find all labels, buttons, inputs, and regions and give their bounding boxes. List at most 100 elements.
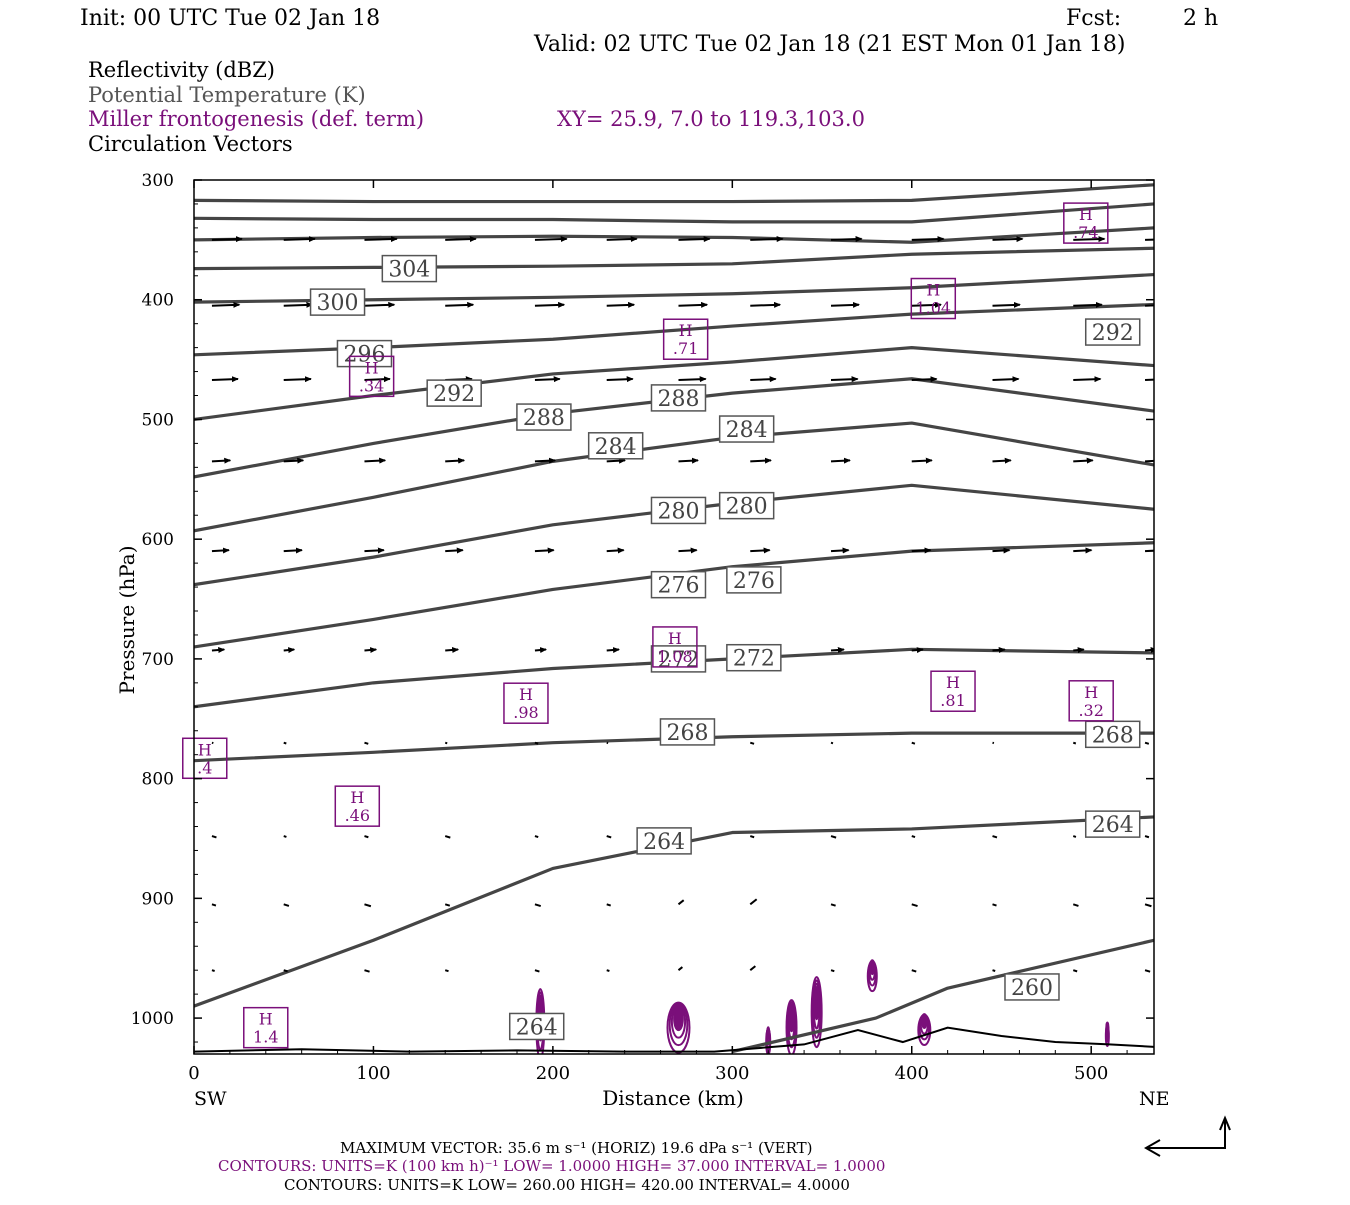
circulation-vector [212,379,238,380]
theta-contour-line [194,248,1154,268]
circulation-vector [831,379,858,380]
circulation-vector [750,379,775,380]
theta-label: 264 [510,1013,564,1040]
circulation-vector [607,305,634,306]
circulation-vector [535,650,546,651]
fronto-max-h: H [519,685,533,704]
fronto-max-marker: H1.08 [653,627,697,667]
circulation-vector [678,967,682,970]
circulation-vector [364,550,383,551]
circulation-vector [993,550,1010,551]
circulation-vector [912,836,915,837]
fronto-max-marker: H.46 [335,786,379,826]
circulation-vector [912,650,923,651]
circulation-vector [212,836,217,837]
circulation-vector [212,904,216,905]
theta-label: 276 [727,567,781,594]
circulation-vector [993,305,1020,306]
circulation-vector [364,836,368,837]
circulation-vector [364,650,376,651]
circulation-vector [750,550,769,551]
theta-label-text: 304 [388,258,430,283]
circulation-vector [364,460,385,461]
circulation-vector [993,904,997,905]
fronto-max-value: .81 [940,691,965,710]
theta-label-text: 292 [1092,321,1134,346]
circulation-vector [284,460,304,461]
fronto-max-value: .34 [359,376,384,395]
fronto-max-h: H [198,740,212,759]
circulation-vector [678,239,709,240]
xy-endpoints: XY= 25.9, 7.0 to 119.3,103.0 [557,107,865,131]
theta-label: 288 [651,385,705,412]
circulation-vector [678,305,707,306]
fronto-max-value: 1.4 [253,1028,278,1047]
theta-label: 288 [517,404,571,431]
theta-label: 272 [727,645,781,672]
fronto-max-h: H [1084,683,1098,702]
circulation-vector [1145,650,1157,651]
circulation-vector [831,743,833,744]
circulation-vector [212,460,230,461]
fronto-contour-blob [870,960,874,974]
circulation-vector [284,743,287,744]
circulation-vector [912,904,918,906]
fronto-max-h: H [668,629,682,648]
fronto-contour-blob [815,987,819,1019]
circulation-vector [607,836,612,837]
circulation-vector [445,904,450,905]
circulation-vector [607,550,624,551]
circulation-vector [993,239,1023,240]
theta-label-text: 288 [657,387,699,412]
x-tick-label: 100 [356,1063,390,1084]
circulation-vector [678,550,696,551]
circulation-vector [212,970,215,971]
circulation-vector [212,239,242,240]
theta-label: 264 [637,828,691,855]
circulation-vector [445,650,458,651]
circulation-vector [445,239,476,240]
circulation-vector [445,550,463,551]
circulation-vector [212,650,224,651]
circulation-vector [1145,305,1175,306]
circulation-vector [284,379,311,380]
x-axis-right-label: NE [1139,1088,1170,1110]
y-tick-label: 900 [142,889,174,909]
fronto-max-value: 1.08 [657,647,693,666]
x-tick-label: 400 [895,1063,929,1084]
circulation-vector [607,239,637,240]
circulation-vector [1145,460,1166,461]
fronto-max-value: .32 [1078,701,1103,720]
fronto-max-value: .74 [1073,223,1098,242]
circulation-vector [912,460,932,461]
y-tick-label: 300 [142,171,174,191]
circulation-vector [1145,970,1150,972]
x-axis-left-label: SW [194,1088,227,1110]
theta-label-text: 268 [666,721,708,746]
init-time: Init: 00 UTC Tue 02 Jan 18 [80,6,380,31]
circulation-vector [284,650,295,651]
circulation-vector [212,550,229,551]
theta-label: 292 [1086,319,1140,346]
circulation-vector [535,970,540,971]
circulation-vector [1073,305,1102,306]
circulation-vector [535,305,564,306]
circulation-vector [678,900,683,904]
circulation-vector [1073,743,1076,744]
circulation-vector [284,305,313,306]
circulation-vector [831,550,849,551]
circulation-vector [993,460,1011,461]
circulation-vector [750,743,754,744]
theta-contour-line [194,204,1154,222]
circulation-vector [445,460,464,461]
fronto-max-h: H [365,358,379,377]
circulation-vector [831,650,844,651]
circulation-vector [445,743,447,744]
circulation-vector [993,836,998,837]
theta-label: 300 [311,289,365,316]
y-tick-label: 600 [142,530,174,550]
